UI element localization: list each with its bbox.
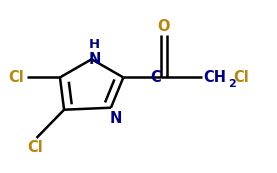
Text: Cl: Cl [27, 140, 43, 154]
Text: N: N [110, 111, 122, 126]
Text: Cl: Cl [8, 70, 24, 85]
Text: C: C [150, 70, 161, 85]
Text: H: H [89, 38, 100, 51]
Text: Cl: Cl [234, 70, 249, 85]
Text: O: O [157, 19, 170, 34]
Text: CH: CH [203, 70, 226, 85]
Text: 2: 2 [228, 79, 236, 89]
Text: N: N [88, 52, 101, 67]
